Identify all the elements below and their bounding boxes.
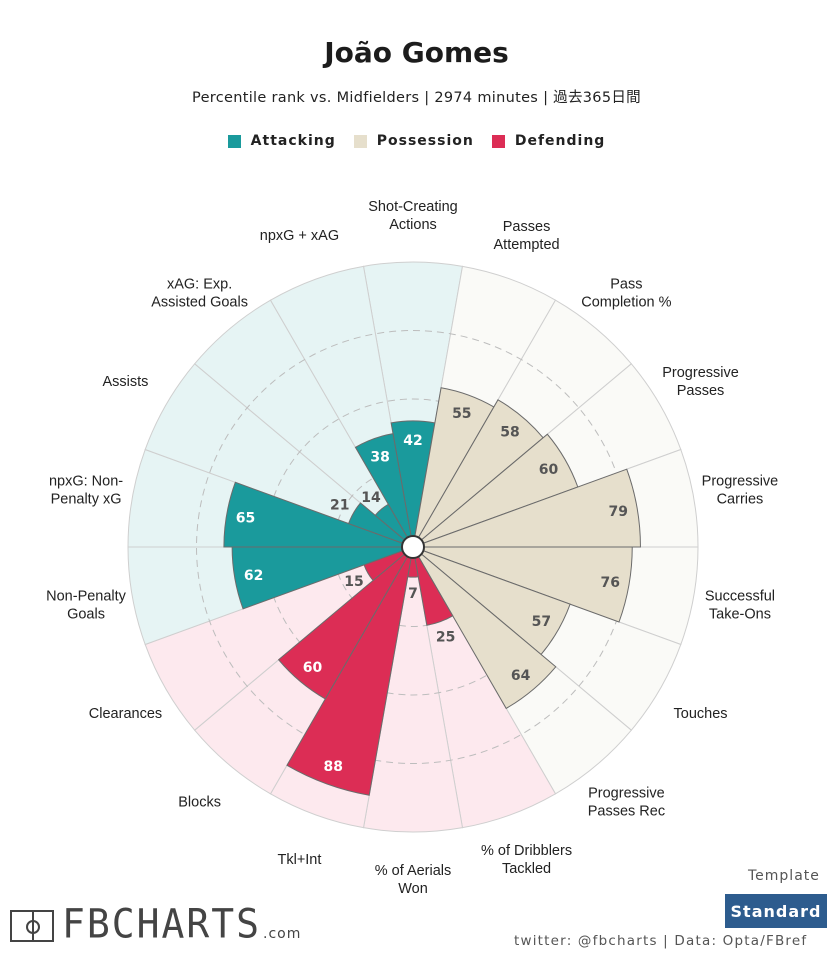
data-label: 14 <box>361 490 381 506</box>
data-label: 25 <box>436 630 455 646</box>
data-label: 62 <box>244 568 263 584</box>
data-label: 60 <box>539 462 559 478</box>
data-label: 60 <box>303 660 323 676</box>
chart-title: João Gomes <box>324 36 509 69</box>
legend-swatch-possession <box>353 134 367 148</box>
chart-subtitle: Percentile rank vs. Midfielders | 2974 m… <box>192 90 641 106</box>
category-label: Pass Completion % <box>581 277 671 311</box>
bar <box>223 481 414 548</box>
category-label: Progressive Passes <box>662 365 739 399</box>
legend-swatch-attacking <box>227 134 241 148</box>
data-label: 65 <box>236 510 255 526</box>
category-label: Progressive Carries <box>702 473 779 507</box>
category-label: Tkl+Int <box>277 852 321 868</box>
category-label: % of Aerials Won <box>375 863 452 897</box>
data-label: 38 <box>370 450 389 466</box>
category-label: Non-Penalty Goals <box>46 589 127 623</box>
legend-swatch-defending <box>491 134 505 148</box>
data-label: 7 <box>408 586 418 602</box>
data-label: 57 <box>532 614 551 630</box>
bar <box>354 433 414 548</box>
category-label: Shot-Creating Actions <box>368 199 457 233</box>
fbcharts-logo: FBCHARTS .com <box>10 900 302 948</box>
legend-item-attacking: Attacking <box>227 133 336 149</box>
footer-credit: twitter: @fbcharts | Data: Opta/FBref <box>514 933 808 949</box>
bar <box>412 546 454 626</box>
category-label: % of Dribblers Tackled <box>481 843 572 877</box>
category-label: Clearances <box>89 706 162 722</box>
bar <box>412 468 641 548</box>
category-label: xAG: Exp. Assisted Goals <box>151 277 248 311</box>
logo-suffix: .com <box>263 926 302 942</box>
data-label: 76 <box>600 575 619 591</box>
data-label: 88 <box>324 759 343 775</box>
legend: Attacking Possession Defending <box>0 133 833 149</box>
category-label: Blocks <box>178 794 221 810</box>
bar <box>412 546 633 623</box>
template-badge: Standard <box>725 894 827 928</box>
category-label: Passes Attempted <box>494 219 560 253</box>
bar <box>277 546 414 700</box>
data-label: 15 <box>344 574 363 590</box>
category-label: npxG + xAG <box>260 228 339 244</box>
template-label: Template <box>748 868 820 884</box>
legend-label-defending: Defending <box>514 133 606 149</box>
center-dot <box>401 535 425 559</box>
legend-label-possession: Possession <box>376 133 474 149</box>
category-label: Progressive Passes Rec <box>588 785 665 819</box>
legend-label-attacking: Attacking <box>250 133 336 149</box>
data-label: 79 <box>609 504 628 520</box>
category-label: npxG: Non-Penalty xG <box>49 473 123 507</box>
category-label: Touches <box>674 706 728 722</box>
category-label: Successful Take-Ons <box>705 589 775 623</box>
legend-item-defending: Defending <box>491 133 606 149</box>
bar <box>347 502 414 548</box>
data-label: 64 <box>511 668 531 684</box>
data-label: 42 <box>403 433 422 449</box>
logo-text: FBCHARTS <box>62 900 262 948</box>
category-label: Assists <box>103 374 149 390</box>
data-label: 58 <box>500 424 519 440</box>
data-label: 55 <box>452 406 471 422</box>
bar <box>412 546 557 710</box>
bar <box>286 546 414 796</box>
legend-item-possession: Possession <box>353 133 474 149</box>
data-label: 21 <box>330 498 349 514</box>
pitch-icon <box>10 910 54 942</box>
